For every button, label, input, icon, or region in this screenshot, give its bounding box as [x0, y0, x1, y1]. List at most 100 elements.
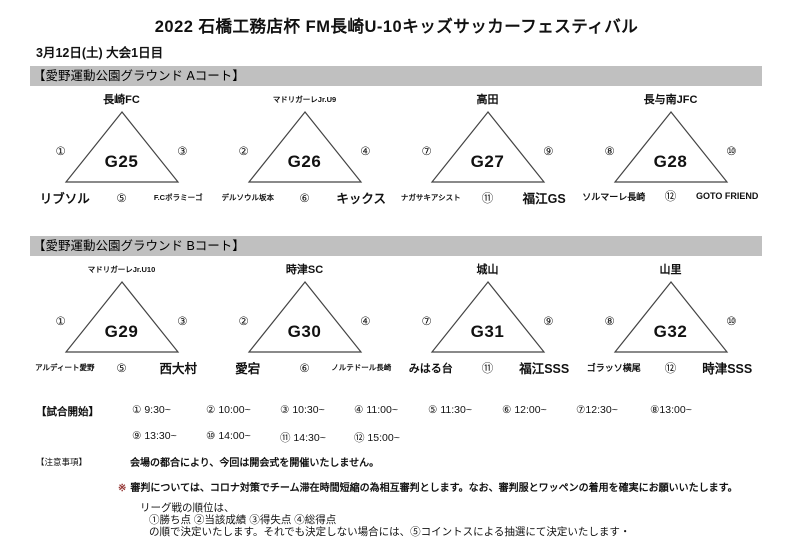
team-bottom-left: 愛宕: [235, 362, 261, 376]
match-number-bottom: ⑪: [481, 192, 494, 205]
game-number: G31: [470, 322, 505, 341]
schedule-label: 【試合開始】: [36, 406, 99, 418]
match-g25: 長崎FC ① ③ G25 リブソル ⑤ F.Cポラミーゴ: [30, 93, 213, 211]
note-ranking-tiebreak: の順で決定いたします。それでも決定しない場合には、⑤コイントスによる抽選にて決定…: [149, 526, 631, 538]
bottom-row: ナガサキアシスト ⑪ 福江GS: [396, 188, 579, 207]
triangle-icon: [613, 111, 728, 183]
team-top: 城山: [476, 264, 499, 276]
team-bottom-right: GOTO FRIEND: [696, 191, 759, 201]
bottom-row: ゴラッソ横尾 ⑫ 時津SSS: [579, 358, 762, 377]
schedule-time: ⑩ 14:00~: [206, 430, 251, 442]
match-number-left: ①: [55, 316, 66, 328]
team-top: 長与南JFC: [643, 94, 698, 106]
team-bottom-right: ノルテドール長崎: [331, 363, 392, 372]
triangle-icon: [64, 111, 179, 183]
schedule-row-2: ⑨ 13:30~ ⑩ 14:00~ ⑪ 14:30~ ⑫ 15:00~: [132, 430, 428, 445]
match-number-left: ⑧: [604, 316, 615, 328]
team-top: 時津SC: [285, 264, 324, 276]
team-bottom-right: F.Cポラミーゴ: [153, 193, 203, 202]
triangle-area: ① ③ G29: [54, 277, 190, 355]
match-g29: マドリガーレJr.U10 ① ③ G29 アルディート愛野 ⑤ 西大村: [30, 263, 213, 381]
match-number-left: ②: [238, 316, 249, 328]
court-a-section: 【愛野運動公園グラウンド Aコート】 長崎FC ① ③ G25 リブソル ⑤ F…: [30, 66, 762, 211]
schedule-row-1: ① 9:30~ ② 10:00~ ③ 10:30~ ④ 11:00~ ⑤ 11:…: [132, 404, 724, 416]
team-bottom-left: ソルマーレ長崎: [582, 191, 646, 202]
team-top: 高田: [476, 94, 499, 106]
match-number-bottom: ⑫: [664, 191, 677, 203]
schedule-time: ④ 11:00~: [354, 404, 398, 416]
schedule-time: ③ 10:30~: [280, 404, 325, 416]
asterisk-mark: ※: [118, 483, 127, 494]
triangle-area: ② ④ G30: [237, 277, 373, 355]
schedule-time: ⑧13:00~: [650, 404, 692, 416]
match-g31: 城山 ⑦ ⑨ G31 みはる台 ⑪ 福江SSS: [396, 263, 579, 381]
court-b-matches: マドリガーレJr.U10 ① ③ G29 アルディート愛野 ⑤ 西大村 時津SC…: [30, 263, 762, 381]
triangle-area: ⑧ ⑩ G32: [603, 277, 739, 355]
match-number-bottom: ⑤: [116, 362, 127, 375]
note-ranking-criteria: ①勝ち点 ②当該成績 ③得失点 ④総得点: [149, 514, 337, 526]
match-number-bottom: ⑤: [116, 192, 127, 205]
triangle-area: ① ③ G25: [54, 107, 190, 185]
match-number-right: ⑨: [543, 146, 554, 158]
game-number: G27: [470, 152, 505, 171]
triangle-icon: [430, 281, 545, 353]
match-number-left: ①: [55, 146, 66, 158]
note-referee-text: 審判については、コロナ対策でチーム滞在時間短縮の為相互審判とします。なお、審判服…: [130, 483, 738, 494]
match-number-right: ⑨: [543, 316, 554, 328]
team-top: マドリガーレJr.U9: [272, 95, 337, 104]
match-number-right: ③: [177, 316, 188, 328]
team-top: マドリガーレJr.U10: [87, 265, 156, 274]
schedule-time: ⑫ 15:00~: [354, 432, 400, 444]
match-number-left: ⑧: [604, 146, 615, 158]
match-number-left: ②: [238, 146, 249, 158]
match-number-right: ⑩: [726, 146, 737, 158]
triangle-area: ② ④ G26: [237, 107, 373, 185]
schedule-time: ② 10:00~: [206, 404, 251, 416]
team-top: 長崎FC: [103, 94, 140, 106]
court-b-header: 【愛野運動公園グラウンド Bコート】: [30, 236, 762, 256]
game-number: G28: [653, 152, 688, 171]
team-bottom-left: アルディート愛野: [35, 363, 95, 372]
schedule-time: ⑪ 14:30~: [280, 432, 326, 444]
triangle-icon: [430, 111, 545, 183]
match-number-bottom: ⑥: [299, 192, 310, 205]
notes-label: 【注意事項】: [36, 457, 88, 467]
game-number: G32: [653, 322, 688, 341]
bottom-row: デルソウル坂本 ⑥ キックス: [213, 188, 396, 207]
team-bottom-left: デルソウル坂本: [221, 193, 275, 202]
team-bottom-right: 福江SSS: [519, 362, 570, 376]
schedule-time: ⑦12:30~: [576, 404, 618, 416]
match-number-bottom: ⑥: [299, 362, 310, 375]
game-number: G26: [287, 152, 322, 171]
match-g30: 時津SC ② ④ G30 愛宕 ⑥ ノルテドール長崎: [213, 263, 396, 381]
team-bottom-left: みはる台: [408, 362, 453, 375]
schedule-time: ⑤ 11:30~: [428, 404, 472, 416]
team-top: 山里: [659, 264, 682, 276]
triangle-area: ⑦ ⑨ G27: [420, 107, 556, 185]
match-number-right: ④: [360, 316, 371, 328]
schedule-time: ⑨ 13:30~: [132, 430, 177, 442]
match-g27: 高田 ⑦ ⑨ G27 ナガサキアシスト ⑪ 福江GS: [396, 93, 579, 211]
team-bottom-right: 福江GS: [522, 192, 566, 206]
note-opening-ceremony: 会場の都合により、今回は開会式を開催いたしません。: [130, 458, 380, 469]
match-g26: マドリガーレJr.U9 ② ④ G26 デルソウル坂本 ⑥ キックス: [213, 93, 396, 211]
bottom-row: ソルマーレ長崎 ⑫ GOTO FRIEND: [579, 188, 762, 204]
triangle-icon: [247, 111, 362, 183]
team-bottom-right: 西大村: [159, 362, 197, 376]
match-number-right: ③: [177, 146, 188, 158]
triangle-icon: [613, 281, 728, 353]
match-number-left: ⑦: [421, 316, 432, 328]
note-ranking-intro: リーグ戦の順位は、: [140, 502, 235, 514]
match-number-bottom: ⑫: [664, 362, 677, 375]
bottom-row: リブソル ⑤ F.Cポラミーゴ: [30, 188, 213, 207]
triangle-area: ⑧ ⑩ G28: [603, 107, 739, 185]
team-bottom-right: キックス: [336, 192, 387, 206]
court-a-matches: 長崎FC ① ③ G25 リブソル ⑤ F.Cポラミーゴ マドリガーレJr.U9…: [30, 93, 762, 211]
schedule-time: ① 9:30~: [132, 404, 171, 416]
match-g28: 長与南JFC ⑧ ⑩ G28 ソルマーレ長崎 ⑫ GOTO FRIEND: [579, 93, 762, 211]
court-a-header: 【愛野運動公園グラウンド Aコート】: [30, 66, 762, 86]
team-bottom-left: リブソル: [39, 192, 90, 206]
game-number: G25: [104, 152, 139, 171]
game-number: G30: [287, 322, 322, 341]
match-g32: 山里 ⑧ ⑩ G32 ゴラッソ横尾 ⑫ 時津SSS: [579, 263, 762, 381]
